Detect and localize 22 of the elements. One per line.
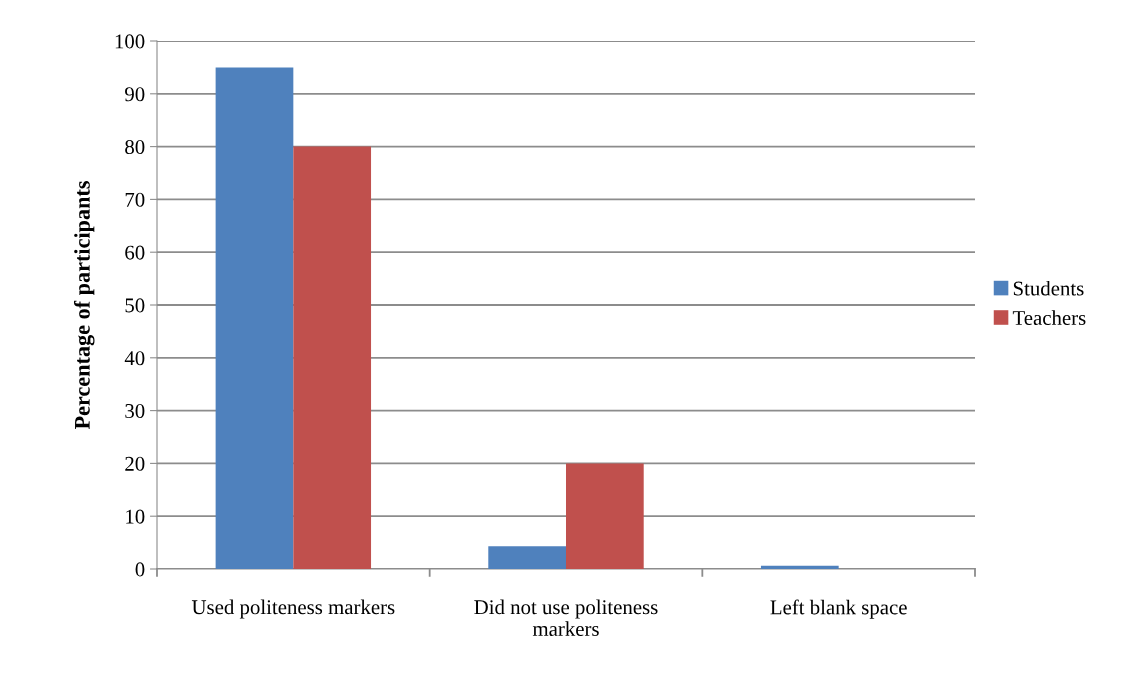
bar <box>488 546 566 569</box>
y-tick-label: 0 <box>135 562 145 577</box>
y-tick-label: 60 <box>125 245 145 260</box>
legend-label: Teachers <box>1012 310 1086 325</box>
y-axis-title: Percentage of participants <box>73 181 95 430</box>
x-tick-label: Did not use politeness markers <box>474 599 658 636</box>
bar <box>215 67 294 569</box>
y-tick-label: 90 <box>125 87 145 102</box>
bar <box>566 463 644 569</box>
bar <box>293 146 372 569</box>
x-tick-label: Left blank space <box>770 599 907 619</box>
y-tick-label: 70 <box>125 192 145 207</box>
y-tick-label: 100 <box>115 34 145 49</box>
y-tick-label: 30 <box>125 403 145 419</box>
y-tick-label: 40 <box>124 351 145 366</box>
y-tick-label: 50 <box>125 298 145 313</box>
y-tick-label: 10 <box>126 509 145 524</box>
y-tick-label: 80 <box>125 139 145 155</box>
bar <box>760 565 839 569</box>
legend-label: Students <box>1013 280 1084 296</box>
x-tick-label: Used politeness markers <box>191 599 395 619</box>
y-tick-label: 20 <box>125 456 145 471</box>
